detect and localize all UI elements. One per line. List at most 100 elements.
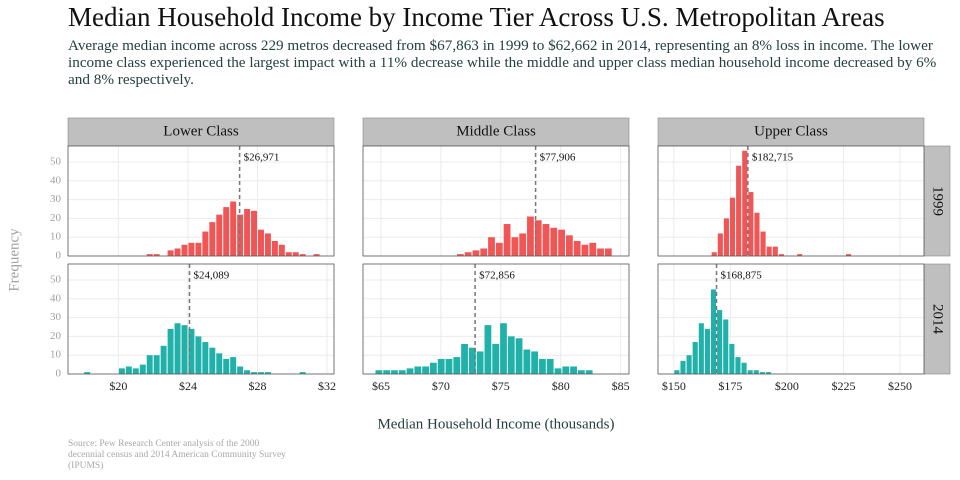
histogram-bar bbox=[565, 235, 573, 256]
histogram-bar bbox=[223, 358, 230, 374]
histogram-bar bbox=[264, 233, 271, 256]
histogram-bar bbox=[515, 338, 523, 374]
histogram-bar bbox=[472, 250, 480, 256]
histogram-bar bbox=[445, 358, 453, 374]
y-tick-label: 50 bbox=[50, 274, 62, 286]
histogram-bar bbox=[604, 248, 612, 256]
histogram-bar bbox=[461, 343, 468, 374]
y-tick-label: 0 bbox=[56, 250, 62, 262]
histogram-bar bbox=[188, 242, 195, 256]
histogram-bar bbox=[741, 362, 747, 374]
column-strip-label: Middle Class bbox=[456, 123, 536, 139]
column-strip-label: Lower Class bbox=[163, 123, 239, 139]
histogram-bar bbox=[507, 336, 515, 374]
histogram-bar bbox=[216, 353, 223, 374]
histogram-bar bbox=[139, 364, 146, 374]
histogram-bar bbox=[766, 246, 772, 256]
histogram-bar bbox=[772, 246, 778, 256]
y-tick-label: 20 bbox=[50, 212, 62, 224]
mean-label: $77,906 bbox=[540, 152, 576, 164]
histogram-bar bbox=[230, 357, 237, 374]
row-strip-label: 2014 bbox=[930, 304, 946, 335]
histogram-bar bbox=[414, 366, 422, 374]
histogram-bar bbox=[492, 343, 500, 374]
histogram-bar bbox=[500, 323, 507, 374]
y-tick-label: 30 bbox=[50, 311, 62, 323]
panel-border bbox=[362, 145, 630, 257]
histogram-bar bbox=[765, 372, 772, 374]
mean-label: $182,715 bbox=[752, 152, 794, 164]
histogram-bar bbox=[299, 372, 306, 374]
histogram-bar bbox=[570, 366, 577, 374]
panel-background bbox=[658, 264, 924, 374]
histogram-bar bbox=[539, 358, 546, 374]
histogram-bar bbox=[503, 224, 511, 256]
histogram-bar bbox=[174, 323, 181, 374]
histogram-bar bbox=[464, 252, 472, 256]
panel-border bbox=[362, 263, 630, 375]
histogram-bar bbox=[195, 242, 202, 256]
histogram-bar bbox=[146, 254, 153, 256]
histogram-bar bbox=[237, 366, 244, 374]
histogram-bar bbox=[550, 227, 558, 256]
histogram-bar bbox=[160, 345, 167, 374]
panel-border bbox=[67, 263, 335, 375]
histogram-bar bbox=[285, 252, 292, 256]
x-tick-label: $85 bbox=[612, 379, 630, 393]
column-strip bbox=[657, 117, 925, 147]
histogram-bar bbox=[430, 362, 437, 374]
histogram-bar bbox=[760, 231, 766, 256]
histogram-bar bbox=[711, 252, 717, 256]
y-tick-label: 50 bbox=[50, 156, 62, 168]
histogram-bar bbox=[519, 233, 527, 256]
histogram-bar bbox=[495, 242, 503, 256]
histogram-bar bbox=[729, 343, 735, 374]
histogram-bar bbox=[456, 254, 464, 256]
histogram-bar bbox=[153, 254, 160, 256]
histogram-bar bbox=[729, 197, 736, 256]
histogram-bar bbox=[244, 370, 251, 374]
histogram-bar bbox=[717, 233, 723, 256]
histogram-bar bbox=[704, 328, 710, 374]
histogram-bar bbox=[278, 244, 285, 256]
x-tick-label: $80 bbox=[552, 379, 570, 393]
histogram-bar bbox=[710, 289, 717, 374]
x-tick-label: $150 bbox=[662, 379, 686, 393]
histogram-bar bbox=[742, 150, 748, 256]
histogram-bar bbox=[209, 222, 216, 256]
y-tick-label: 0 bbox=[56, 368, 62, 380]
histogram-bar bbox=[230, 201, 237, 256]
mean-label: $72,856 bbox=[479, 270, 515, 282]
x-tick-label: $70 bbox=[432, 379, 450, 393]
histogram-bar bbox=[125, 366, 132, 374]
histogram-bar bbox=[167, 250, 174, 256]
histogram-bar bbox=[84, 372, 91, 374]
histogram-bar bbox=[468, 347, 476, 374]
row-strip bbox=[923, 145, 951, 257]
histogram-bar bbox=[313, 254, 320, 256]
x-tick-label: $28 bbox=[249, 379, 267, 393]
histogram-bar bbox=[406, 368, 414, 374]
chart-subtitle: Average median income across 229 metros … bbox=[68, 37, 937, 88]
histogram-bar bbox=[778, 254, 784, 256]
histogram-bar bbox=[527, 216, 534, 256]
histogram-bar bbox=[422, 366, 429, 374]
x-tick-label: $200 bbox=[775, 379, 799, 393]
x-tick-label: $24 bbox=[179, 379, 197, 393]
chart-title: Median Household Income by Income Tier A… bbox=[68, 2, 885, 32]
histogram-bar bbox=[118, 368, 125, 374]
histogram-bar bbox=[174, 248, 181, 256]
panel-border bbox=[67, 145, 335, 257]
histogram-bar bbox=[754, 212, 760, 256]
histogram-bar bbox=[753, 370, 759, 374]
histogram-bar bbox=[188, 328, 195, 374]
histogram-bar bbox=[573, 240, 581, 256]
row-strip bbox=[923, 263, 951, 375]
column-strip-label: Upper Class bbox=[754, 123, 828, 139]
x-tick-label: $175 bbox=[718, 379, 742, 393]
histogram-bar bbox=[437, 358, 445, 374]
histogram-bar bbox=[251, 372, 258, 374]
histogram-bar bbox=[680, 360, 686, 374]
histogram-bar bbox=[132, 368, 139, 374]
panel-border bbox=[657, 263, 925, 375]
